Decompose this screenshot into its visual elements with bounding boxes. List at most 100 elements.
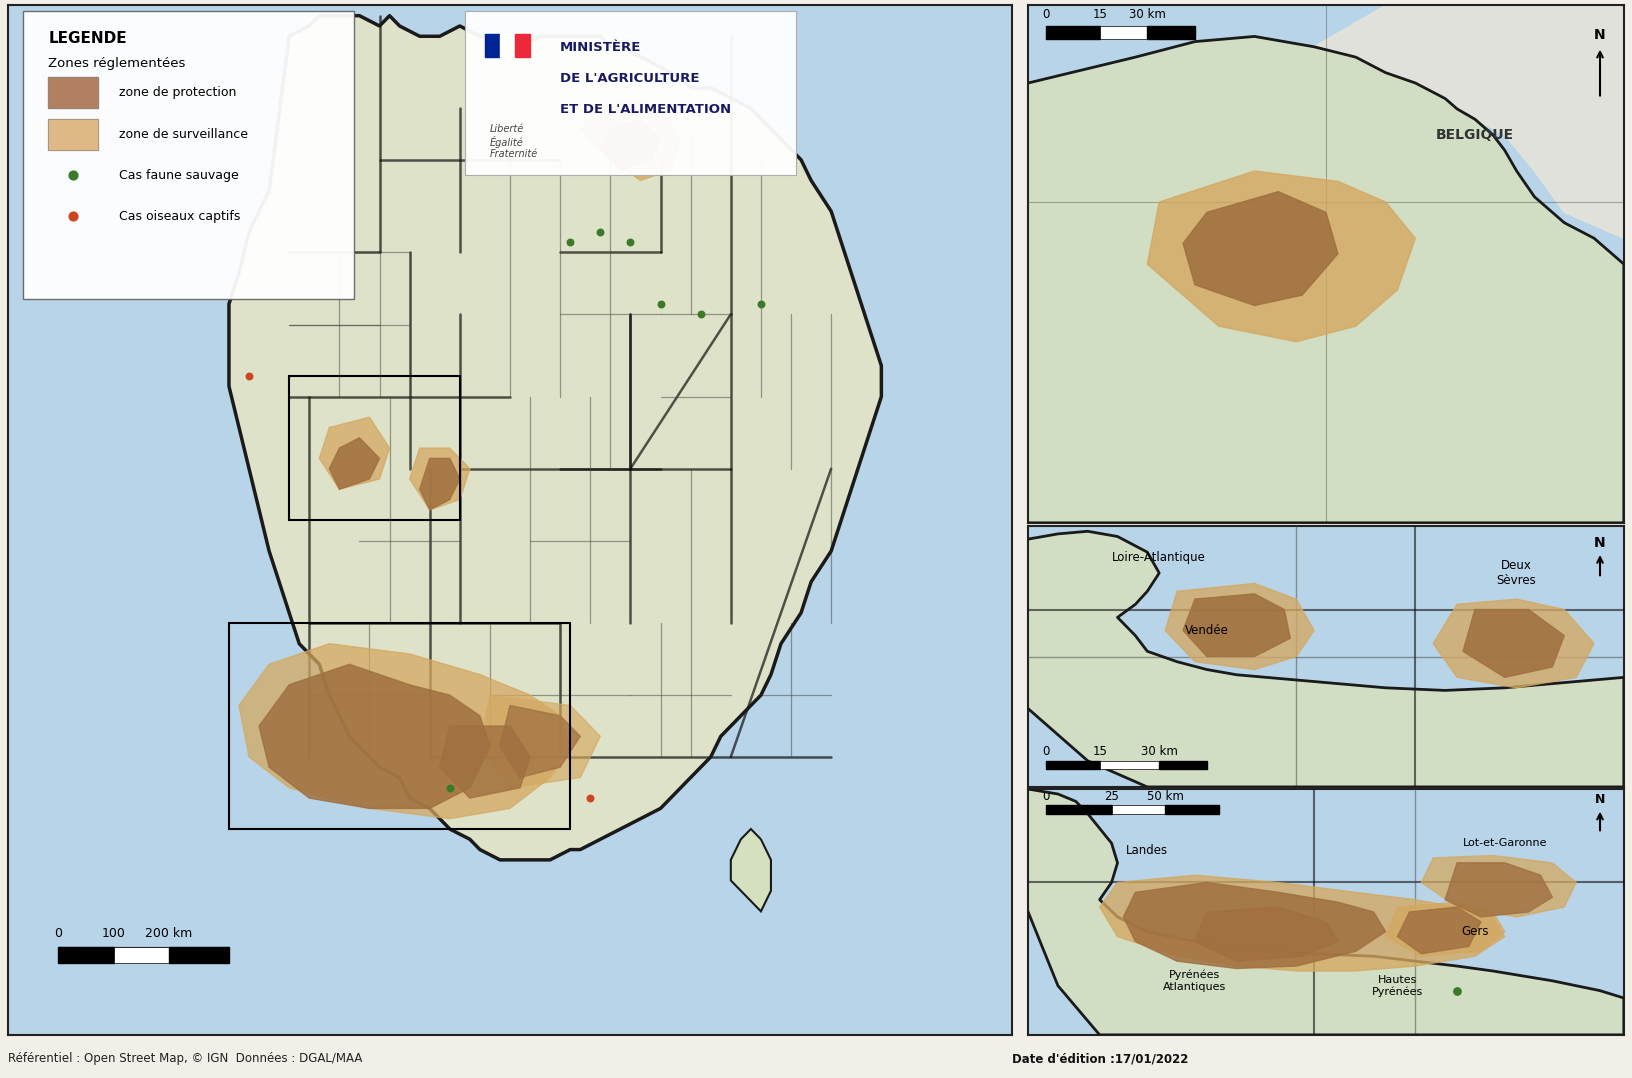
Text: Liberté
Égalité
Fraternité: Liberté Égalité Fraternité bbox=[490, 124, 539, 160]
Polygon shape bbox=[1046, 26, 1100, 39]
Text: Deux
Sèvres: Deux Sèvres bbox=[1497, 559, 1536, 588]
Point bbox=[617, 234, 643, 251]
Text: 30 km: 30 km bbox=[1129, 8, 1165, 20]
Text: N: N bbox=[1594, 793, 1606, 806]
Text: Hautes
Pyrénées: Hautes Pyrénées bbox=[1373, 975, 1423, 997]
FancyBboxPatch shape bbox=[23, 11, 354, 299]
Text: 50 km: 50 km bbox=[1147, 789, 1183, 803]
Text: 0: 0 bbox=[1043, 789, 1049, 803]
Polygon shape bbox=[59, 948, 114, 963]
Text: Cas oiseaux captifs: Cas oiseaux captifs bbox=[119, 210, 240, 223]
Bar bbox=[49, 78, 98, 108]
Polygon shape bbox=[1147, 171, 1415, 342]
Polygon shape bbox=[1314, 5, 1624, 238]
Text: ET DE L'ALIMENTATION: ET DE L'ALIMENTATION bbox=[560, 103, 731, 116]
Polygon shape bbox=[1195, 907, 1338, 962]
Polygon shape bbox=[228, 16, 881, 860]
Polygon shape bbox=[1183, 594, 1291, 657]
Text: Zones réglementées: Zones réglementées bbox=[49, 57, 186, 70]
Bar bbox=[49, 78, 98, 108]
Text: 15: 15 bbox=[1092, 745, 1106, 758]
Point bbox=[557, 234, 583, 251]
Point bbox=[60, 167, 86, 184]
Polygon shape bbox=[1111, 805, 1165, 814]
Polygon shape bbox=[1028, 531, 1624, 787]
Polygon shape bbox=[1028, 37, 1624, 523]
Text: MINISTÈRE: MINISTÈRE bbox=[560, 41, 641, 54]
Text: Vendée: Vendée bbox=[1185, 624, 1229, 637]
Polygon shape bbox=[1100, 26, 1147, 39]
Polygon shape bbox=[1421, 856, 1577, 917]
Text: Gers: Gers bbox=[1461, 925, 1488, 938]
Polygon shape bbox=[1165, 805, 1219, 814]
Text: 0: 0 bbox=[1043, 8, 1049, 20]
Text: Pyrénées
Atlantiques: Pyrénées Atlantiques bbox=[1164, 970, 1227, 992]
Polygon shape bbox=[1165, 583, 1314, 669]
Point bbox=[437, 779, 463, 797]
Bar bbox=[485, 34, 499, 57]
Bar bbox=[228, 623, 570, 829]
Text: Landes: Landes bbox=[1126, 844, 1169, 857]
Polygon shape bbox=[1046, 761, 1100, 769]
Polygon shape bbox=[1123, 883, 1386, 968]
Polygon shape bbox=[114, 948, 168, 963]
Text: 100: 100 bbox=[101, 927, 126, 940]
Text: 15: 15 bbox=[1092, 8, 1106, 20]
Polygon shape bbox=[439, 727, 530, 798]
Polygon shape bbox=[259, 664, 490, 808]
Polygon shape bbox=[1397, 907, 1480, 954]
Text: N: N bbox=[1594, 28, 1606, 42]
Point bbox=[237, 368, 263, 385]
Polygon shape bbox=[1433, 599, 1594, 688]
Bar bbox=[49, 119, 98, 150]
Polygon shape bbox=[1386, 902, 1505, 956]
Point bbox=[747, 295, 774, 313]
Text: 200 km: 200 km bbox=[145, 927, 193, 940]
Polygon shape bbox=[1100, 875, 1505, 971]
Text: N: N bbox=[1594, 536, 1606, 550]
Polygon shape bbox=[238, 644, 570, 818]
Polygon shape bbox=[581, 98, 681, 180]
Polygon shape bbox=[1147, 26, 1195, 39]
Point bbox=[60, 208, 86, 225]
Polygon shape bbox=[410, 448, 470, 510]
Text: 0: 0 bbox=[54, 927, 62, 940]
Text: zone de surveillance: zone de surveillance bbox=[119, 127, 248, 140]
Bar bbox=[289, 376, 460, 520]
Polygon shape bbox=[228, 16, 881, 860]
Polygon shape bbox=[731, 829, 770, 911]
Text: zone de protection: zone de protection bbox=[119, 86, 237, 99]
Polygon shape bbox=[1462, 609, 1563, 677]
Text: Référentiel : Open Street Map, © IGN  Données : DGAL/MAA: Référentiel : Open Street Map, © IGN Don… bbox=[8, 1052, 362, 1065]
Polygon shape bbox=[1046, 805, 1111, 814]
Point bbox=[1444, 982, 1470, 999]
Point bbox=[588, 223, 614, 240]
Polygon shape bbox=[1159, 761, 1208, 769]
Polygon shape bbox=[601, 119, 661, 170]
Bar bbox=[499, 34, 516, 57]
Text: 25: 25 bbox=[1105, 789, 1120, 803]
FancyBboxPatch shape bbox=[465, 11, 796, 176]
Bar bbox=[516, 34, 530, 57]
Point bbox=[648, 295, 674, 313]
Text: Cas faune sauvage: Cas faune sauvage bbox=[119, 169, 238, 182]
Point bbox=[687, 306, 713, 323]
Text: DE L'AGRICULTURE: DE L'AGRICULTURE bbox=[560, 72, 700, 85]
Polygon shape bbox=[330, 438, 380, 489]
Text: 0: 0 bbox=[1043, 745, 1049, 758]
Polygon shape bbox=[499, 705, 581, 777]
Text: 30 km: 30 km bbox=[1141, 745, 1178, 758]
Bar bbox=[49, 119, 98, 150]
Point bbox=[578, 789, 604, 806]
Polygon shape bbox=[168, 948, 228, 963]
Polygon shape bbox=[480, 695, 601, 788]
Text: Loire-Atlantique: Loire-Atlantique bbox=[1113, 551, 1206, 564]
Polygon shape bbox=[320, 417, 390, 489]
Text: BELGIQUE: BELGIQUE bbox=[1436, 128, 1514, 141]
Text: Date d'édition :17/01/2022: Date d'édition :17/01/2022 bbox=[1012, 1052, 1188, 1065]
Polygon shape bbox=[1446, 862, 1552, 917]
Text: LEGENDE: LEGENDE bbox=[49, 31, 127, 46]
Text: Lot-et-Garonne: Lot-et-Garonne bbox=[1462, 839, 1547, 848]
Polygon shape bbox=[419, 458, 460, 510]
Polygon shape bbox=[1028, 789, 1624, 1035]
